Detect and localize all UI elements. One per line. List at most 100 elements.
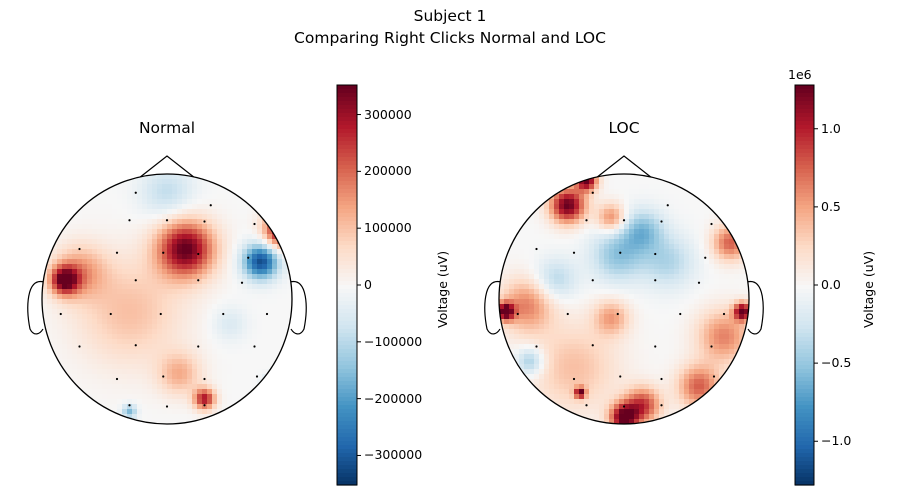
field-cell: [142, 199, 148, 205]
field-cell: [619, 334, 625, 340]
field-cell: [579, 404, 585, 410]
field-cell: [277, 254, 283, 260]
field-cell: [42, 249, 48, 255]
field-cell: [574, 259, 580, 265]
field-cell: [584, 179, 590, 185]
field-cell: [122, 244, 128, 250]
field-cell: [177, 189, 183, 195]
field-cell: [734, 339, 740, 345]
field-cell: [142, 214, 148, 220]
field-cell: [107, 354, 113, 360]
field-cell: [599, 189, 605, 195]
field-cell: [182, 404, 188, 410]
field-cell: [232, 289, 238, 295]
field-cell: [242, 279, 248, 285]
field-cell: [117, 349, 123, 355]
field-cell: [694, 269, 700, 275]
field-cell: [639, 354, 645, 360]
field-cell: [679, 199, 685, 205]
field-cell: [117, 264, 123, 270]
field-cell: [594, 324, 600, 330]
field-cell: [197, 359, 203, 365]
field-cell: [167, 334, 173, 340]
field-cell: [704, 344, 710, 350]
field-cell: [232, 359, 238, 365]
field-cell: [609, 239, 615, 245]
sensor-dot: [109, 312, 112, 316]
field-cell: [614, 229, 620, 235]
field-cell: [227, 234, 233, 240]
field-cell: [534, 334, 540, 340]
colorbar-segment: [337, 321, 357, 326]
field-cell: [222, 209, 228, 215]
field-cell: [182, 374, 188, 380]
field-cell: [529, 224, 535, 230]
field-cell: [604, 244, 610, 250]
field-cell: [107, 274, 113, 280]
field-cell: [679, 404, 685, 410]
sensor-dot: [115, 251, 119, 254]
field-cell: [192, 379, 198, 385]
field-cell: [207, 279, 213, 285]
field-cell: [629, 214, 635, 220]
field-cell: [599, 194, 605, 200]
field-cell: [132, 299, 138, 305]
field-cell: [72, 374, 78, 380]
field-cell: [167, 314, 173, 320]
field-cell: [82, 299, 88, 305]
field-cell: [97, 274, 103, 280]
colorbar-segment: [337, 281, 357, 286]
field-cell: [634, 354, 640, 360]
field-cell: [599, 329, 605, 335]
field-cell: [187, 244, 193, 250]
field-cell: [167, 294, 173, 300]
field-cell: [237, 364, 243, 370]
field-cell: [262, 304, 268, 310]
field-cell: [569, 259, 575, 265]
field-cell: [614, 384, 620, 390]
field-cell: [132, 399, 138, 405]
field-cell: [604, 184, 610, 190]
field-cell: [549, 309, 555, 315]
field-cell: [519, 329, 525, 335]
field-cell: [679, 354, 685, 360]
colorbar-segment: [337, 201, 357, 206]
field-cell: [584, 359, 590, 365]
field-cell: [247, 379, 253, 385]
field-cell: [594, 249, 600, 255]
field-cell: [694, 389, 700, 395]
field-cell: [524, 364, 530, 370]
field-cell: [599, 199, 605, 205]
colorbar-segment: [795, 381, 814, 386]
field-cell: [287, 309, 292, 315]
field-cell: [594, 239, 600, 245]
field-cell: [649, 209, 655, 215]
field-cell: [257, 339, 263, 345]
field-cell: [82, 364, 88, 370]
field-cell: [52, 319, 58, 325]
field-cell: [112, 304, 118, 310]
colorbar-segment: [795, 85, 814, 90]
field-cell: [42, 294, 48, 300]
field-cell: [97, 304, 103, 310]
field-cell: [82, 259, 88, 265]
field-cell: [217, 329, 223, 335]
field-cell: [147, 419, 153, 424]
field-cell: [267, 239, 273, 245]
sensor-dot: [255, 375, 259, 378]
field-cell: [67, 309, 73, 315]
field-cell: [729, 349, 735, 355]
field-cell: [719, 334, 725, 340]
field-cell: [102, 354, 108, 360]
field-cell: [564, 319, 570, 325]
field-cell: [162, 229, 168, 235]
field-cell: [112, 264, 118, 270]
field-cell: [559, 279, 565, 285]
field-cell: [709, 274, 715, 280]
field-cell: [594, 349, 600, 355]
field-cell: [499, 284, 505, 290]
field-cell: [162, 344, 168, 350]
field-cell: [87, 364, 93, 370]
field-cell: [644, 244, 650, 250]
field-cell: [624, 209, 630, 215]
